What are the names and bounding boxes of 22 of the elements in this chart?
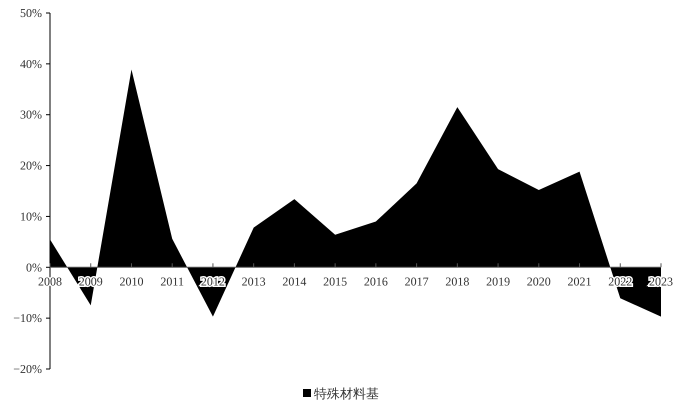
x-tick-label: 2017 (404, 274, 429, 288)
y-tick-label: 50% (20, 6, 42, 20)
legend: 特殊材料基 (303, 386, 379, 401)
y-tick-label: −10% (13, 311, 42, 326)
x-tick-label: 2019 (486, 274, 510, 288)
x-tick-label: 2014 (282, 274, 306, 288)
x-tick-label: 2016 (364, 274, 388, 288)
x-tick-label: 2015 (323, 274, 348, 288)
y-tick-label: −20% (13, 362, 42, 376)
x-tick-label: 2012 (200, 274, 225, 288)
x-tick-label: 2010 (119, 274, 144, 288)
x-tick-label: 2021 (568, 274, 592, 288)
y-tick-label: 40% (20, 56, 42, 71)
x-tick-label: 2018 (445, 274, 470, 288)
y-tick-label: 0% (26, 260, 42, 274)
x-tick-label: 2013 (242, 274, 266, 288)
y-tick-label: 30% (20, 108, 42, 122)
y-tick-label: 20% (20, 158, 42, 173)
x-tick-label: 2023 (649, 274, 673, 288)
y-tick-label: 10% (20, 209, 42, 224)
x-tick-label: 2020 (526, 274, 551, 288)
x-tick-label: 2011 (160, 274, 184, 288)
